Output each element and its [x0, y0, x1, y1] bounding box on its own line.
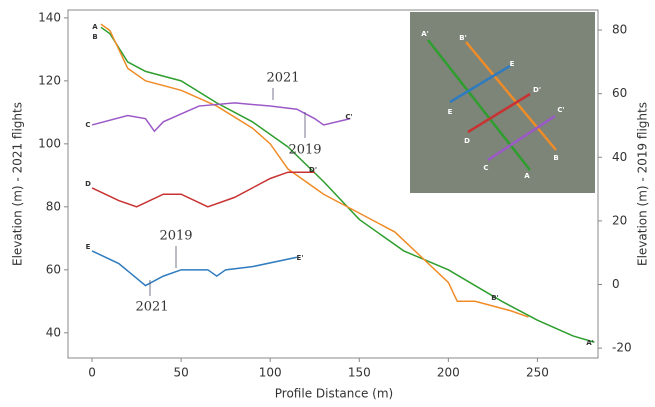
x-tick-label: 100 — [259, 366, 282, 380]
y2-tick-label: 20 — [612, 213, 627, 227]
inset-label: A — [524, 172, 530, 180]
annotation: 2019 — [159, 229, 192, 244]
annotation: D — [85, 180, 91, 188]
annotation: B — [92, 33, 97, 41]
annotation: C' — [345, 113, 352, 121]
annotation: B' — [491, 294, 498, 302]
profile-line — [92, 103, 350, 131]
y2-tick-label: 40 — [612, 150, 627, 164]
y-tick-label: 100 — [38, 136, 61, 150]
x-axis-label: Profile Distance (m) — [275, 387, 393, 401]
annotation: 2021 — [135, 300, 168, 315]
inset-label: D — [464, 137, 470, 145]
inset-label: B' — [459, 34, 466, 42]
y-tick-label: 40 — [46, 325, 61, 339]
annotation: A' — [586, 339, 594, 347]
y2-tick-label: 0 — [612, 277, 620, 291]
y2-tick-label: 60 — [612, 86, 627, 100]
annotation: E' — [297, 254, 304, 262]
x-tick-label: 150 — [348, 366, 371, 380]
y2-tick-label: -20 — [612, 341, 632, 355]
inset-label: E — [448, 108, 453, 116]
y-tick-label: 140 — [38, 10, 61, 24]
annotation: D' — [309, 166, 317, 174]
chart: Profile Distance (m) Elevation (m) - 202… — [0, 0, 655, 403]
inset-label: E — [510, 60, 515, 68]
inset-label: C' — [557, 106, 564, 114]
profile-line — [92, 251, 297, 286]
inset-map — [410, 12, 595, 193]
y2-tick-label: 80 — [612, 23, 627, 37]
inset-label: D' — [533, 86, 541, 94]
annotation: E — [86, 243, 91, 251]
inset-label: C — [483, 164, 488, 172]
inset-label: A' — [421, 30, 429, 38]
x-tick-label: 250 — [526, 366, 549, 380]
y-tick-label: 60 — [46, 262, 61, 276]
annotation: 2021 — [266, 71, 299, 86]
x-tick-label: 50 — [173, 366, 188, 380]
y-tick-label: 80 — [46, 199, 61, 213]
y-axis-label: Elevation (m) - 2021 flights — [11, 102, 25, 266]
inset-background — [410, 12, 595, 193]
x-tick-label: 0 — [88, 366, 96, 380]
annotation: A — [92, 23, 98, 31]
annotation: 2019 — [288, 143, 321, 158]
annotation: C — [85, 121, 90, 129]
y-tick-label: 120 — [38, 73, 61, 87]
y2-axis-label: Elevation (m) - 2019 flights — [636, 102, 650, 266]
profile-line — [92, 172, 315, 207]
inset-label: B — [553, 154, 558, 162]
x-tick-label: 200 — [437, 366, 460, 380]
